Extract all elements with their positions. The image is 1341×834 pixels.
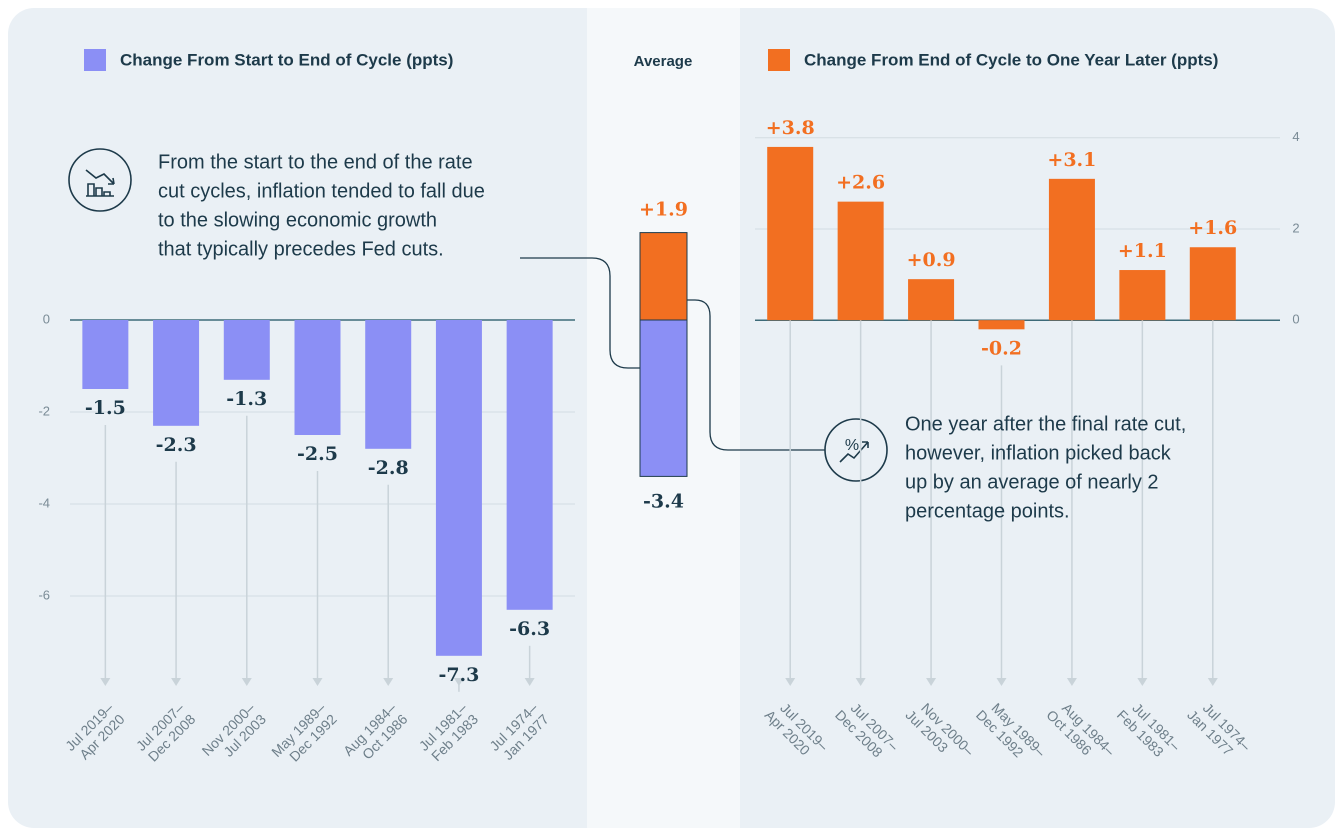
legend-label: Change From Start to End of Cycle (ppts): [120, 50, 453, 69]
value-label: +1.9: [639, 199, 688, 221]
y-tick-label: -4: [38, 495, 50, 510]
bar: [908, 279, 955, 321]
value-label: +1.1: [1118, 240, 1167, 262]
y-tick-label: -6: [38, 587, 50, 602]
annotation: that typically precedes Fed cuts.: [158, 238, 444, 260]
annotation: percentage points.: [905, 500, 1070, 522]
guide-arrow: [785, 678, 796, 686]
bar: [1048, 178, 1095, 321]
value-label: -1.5: [85, 397, 126, 419]
legend-swatch: [84, 49, 106, 71]
guide-arrow: [312, 678, 323, 686]
value-label: -3.4: [643, 490, 684, 512]
svg-text:%: %: [845, 437, 859, 454]
bar: [837, 201, 884, 321]
annotation: cut cycles, inflation tended to fall due: [158, 180, 485, 202]
value-label: +2.6: [836, 172, 885, 194]
bar: [506, 320, 553, 610]
value-label: -2.8: [368, 457, 409, 479]
value-label: -1.3: [226, 388, 267, 410]
bar: [223, 320, 270, 380]
guide-arrow: [524, 678, 535, 686]
bar-segment: [639, 319, 688, 477]
y-tick-label: 0: [43, 311, 50, 326]
connector: [520, 257, 640, 369]
guide-arrow: [383, 678, 394, 686]
guide-arrow: [241, 678, 252, 686]
bar-segment: [639, 232, 688, 321]
value-label: +0.9: [907, 249, 956, 271]
legend-label: Change From End of Cycle to One Year Lat…: [804, 50, 1218, 69]
guide-arrow: [926, 678, 937, 686]
annotation: however, inflation picked back: [905, 442, 1172, 464]
bar: [1189, 247, 1236, 321]
value-label: -2.5: [297, 443, 338, 465]
average-title: Average: [634, 53, 693, 70]
annotation: One year after the final rate cut,: [905, 413, 1186, 435]
bar: [435, 320, 482, 656]
bar: [153, 320, 200, 426]
bar: [365, 320, 412, 449]
value-label: -7.3: [438, 664, 479, 686]
value-label: +1.6: [1188, 217, 1237, 239]
y-tick-label: 4: [1292, 129, 1299, 144]
guide-arrow: [996, 678, 1007, 686]
annotation: From the start to the end of the rate: [158, 151, 473, 173]
guide-arrow: [1066, 678, 1077, 686]
bar: [294, 320, 341, 435]
annotation: to the slowing economic growth: [158, 209, 437, 231]
bar: [978, 320, 1025, 330]
annotation: up by an average of nearly 2: [905, 471, 1159, 493]
y-tick-label: 0: [1292, 312, 1299, 327]
guide-arrow: [1137, 678, 1148, 686]
guide-arrow: [1207, 678, 1218, 686]
guide-arrow: [855, 678, 866, 686]
bar: [1119, 270, 1166, 321]
value-label: -0.2: [981, 337, 1022, 359]
value-label: -6.3: [509, 618, 550, 640]
guide-arrow: [171, 678, 182, 686]
value-label: +3.8: [766, 117, 815, 139]
falling-icon: [68, 148, 132, 212]
value-label: -2.3: [156, 434, 197, 456]
legend-swatch: [768, 49, 790, 71]
y-tick-label: -2: [38, 403, 50, 418]
y-tick-label: 2: [1292, 220, 1299, 235]
bar: [82, 320, 129, 389]
guide-arrow: [453, 678, 464, 686]
bar: [767, 146, 814, 321]
guide-arrow: [100, 678, 111, 686]
value-label: +3.1: [1047, 149, 1096, 171]
connector: [687, 299, 825, 451]
